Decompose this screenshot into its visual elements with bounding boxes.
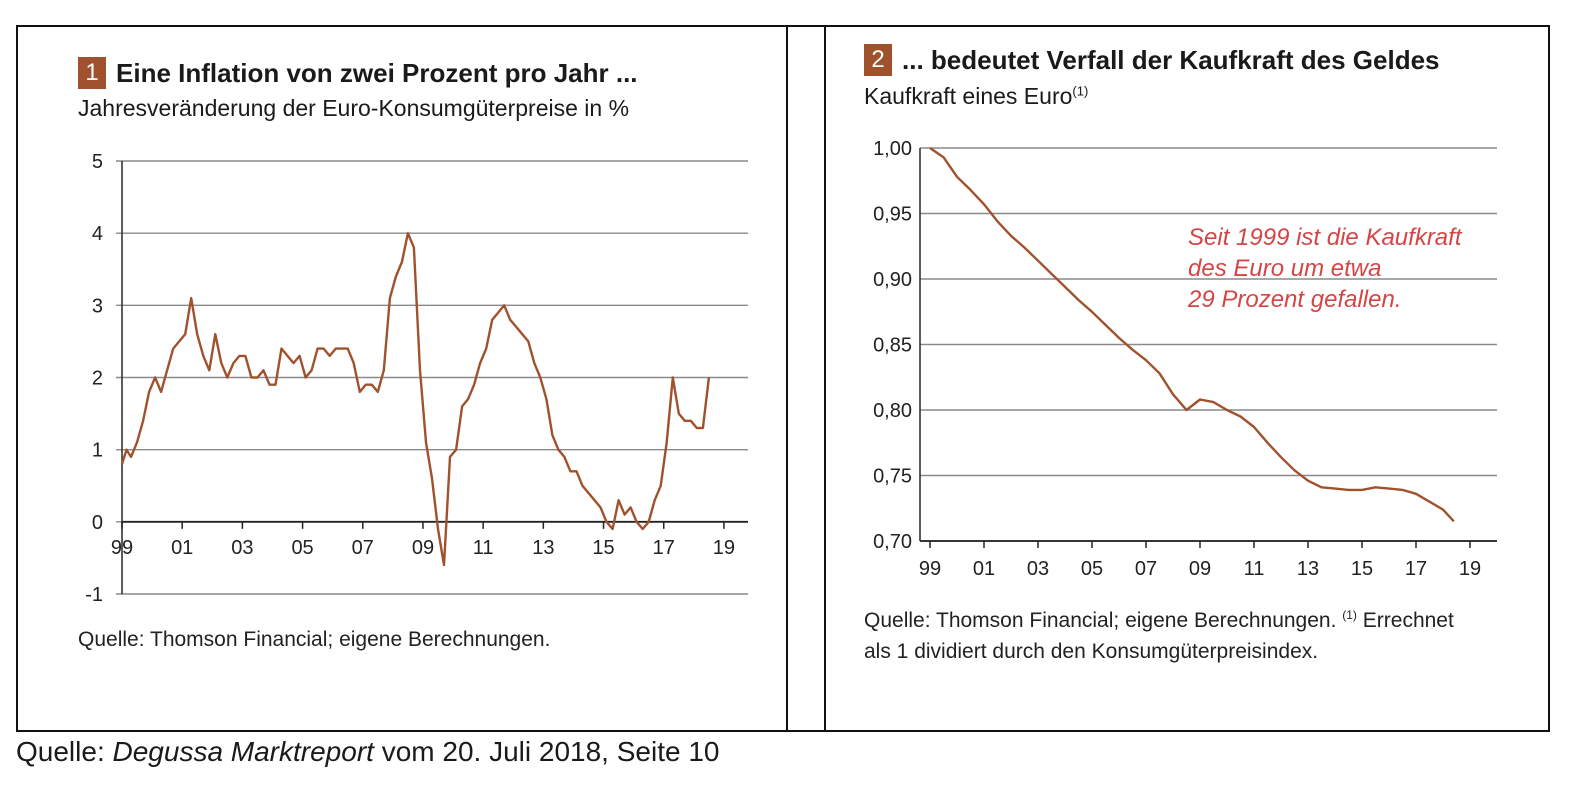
chart2-series-line [929, 147, 1455, 523]
chart2-annotation-line: 29 Prozent gefallen. [1188, 286, 1402, 313]
page-citation: Quelle: Degussa Marktreport vom 20. Juli… [16, 736, 719, 768]
chart1-y-tick-label: 1 [92, 440, 103, 462]
chart1-y-tick-label: -1 [85, 584, 103, 606]
chart1-x-tick-label: 05 [291, 537, 313, 559]
chart2-x-tick-label: 13 [1297, 558, 1319, 580]
chart1-x-tick-label: 19 [713, 537, 735, 559]
chart1-y-tick-label: 0 [92, 512, 103, 534]
chart2-annotation-line: Seit 1999 ist die Kaufkraft [1188, 224, 1462, 251]
chart2-x-tick-label: 19 [1459, 558, 1481, 580]
chart2-x-tick-label: 05 [1081, 558, 1103, 580]
chart1-x-tick-label: 11 [473, 537, 494, 559]
chart1-x-tick-label: 03 [231, 537, 253, 559]
chart2-subtitle-block: Kaufkraft eines Euro(1) [864, 83, 1088, 110]
chart2-source: Quelle: Thomson Financial; eigene Berech… [864, 600, 1454, 667]
chart2-y-tick-label: 0,95 [873, 204, 912, 226]
citation-suffix: vom 20. Juli 2018, Seite 10 [373, 736, 720, 767]
chart2-title: ... bedeutet Verfall der Kaufkraft des G… [902, 44, 1440, 75]
chart1-title: Eine Inflation von zwei Prozent pro Jahr… [116, 57, 638, 88]
chart2-x-tick-label: 01 [973, 558, 995, 580]
chart1-y-tick-label: 5 [92, 151, 103, 173]
chart1-x-tick-label: 99 [111, 537, 133, 559]
chart2-x-tick-label: 07 [1135, 558, 1157, 580]
chart1-y-tick-label: 3 [92, 295, 103, 317]
chart2-plot: 1,00 0,95 0,90 0,85 0,80 0,75 0,70 99 01 03 05 07 09… [873, 138, 1497, 580]
chart1-title-block: 1 Eine Inflation von zwei Prozent pro Ja… [78, 57, 638, 89]
chart1-x-tick-label: 01 [171, 537, 193, 559]
chart2-y-tick-label: 0,80 [873, 400, 912, 422]
chart2-source-line2: als 1 dividiert durch den Konsumgüterpre… [864, 640, 1319, 663]
chart1-y-tick-label: 4 [92, 223, 103, 245]
chart1-x-tick-label: 09 [412, 537, 434, 559]
chart2-y-tick-label: 0,85 [873, 335, 912, 357]
chart2-annotation-line: des Euro um etwa [1188, 255, 1382, 282]
chart2-source-text-tail: Errechnet [1362, 609, 1454, 632]
chart2-source-text: Quelle: Thomson Financial; eigene Berech… [864, 609, 1337, 632]
chart2-title-block: 2 ... bedeutet Verfall der Kaufkraft des… [864, 44, 1440, 76]
chart1-x-tick-label: 07 [352, 537, 374, 559]
chart2-x-tick-label: 99 [919, 558, 941, 580]
chart1-subtitle: Jahresveränderung der Euro-Konsumgüterpr… [78, 95, 630, 121]
chart1-x-tick-label: 15 [592, 537, 614, 559]
chart1-series-line [120, 231, 711, 567]
chart1-y-tick-label: 2 [92, 368, 103, 390]
chart1-number-badge: 1 [78, 57, 106, 89]
chart2-y-tick-label: 1,00 [873, 138, 912, 160]
chart2-y-tick-label: 0,70 [873, 531, 912, 553]
chart1-source: Quelle: Thomson Financial; eigene Berech… [78, 628, 551, 651]
chart2-x-tick-label: 15 [1351, 558, 1373, 580]
chart2-number-badge: 2 [864, 44, 892, 76]
chart1-plot: 5 4 3 2 1 0 -1 99 01 03 05 07 09 11 13 15 17 19 [85, 151, 748, 606]
chart2-y-tick-label: 0,75 [873, 466, 912, 488]
citation-prefix: Quelle: [16, 736, 113, 767]
panel-divider [824, 25, 826, 732]
figure-frame [16, 25, 1550, 732]
chart2-y-tick-label: 0,90 [873, 269, 912, 291]
chart1-x-tick-label: 17 [653, 537, 675, 559]
chart1-x-tick-label: 13 [532, 537, 554, 559]
chart2-x-tick-label: 09 [1189, 558, 1211, 580]
chart2-x-tick-label: 11 [1244, 558, 1265, 580]
panel-divider [786, 25, 788, 732]
chart2-source-footnote: (1) [1342, 608, 1357, 622]
chart2-x-tick-label: 17 [1405, 558, 1427, 580]
chart2-x-tick-label: 03 [1027, 558, 1049, 580]
chart2-subtitle-footnote: (1) [1072, 83, 1089, 99]
chart2-annotation: Seit 1999 ist die Kaufkraft des Euro um … [1188, 222, 1462, 315]
citation-publication: Degussa Marktreport [112, 736, 374, 767]
chart2-subtitle: Kaufkraft eines Euro [864, 83, 1073, 109]
